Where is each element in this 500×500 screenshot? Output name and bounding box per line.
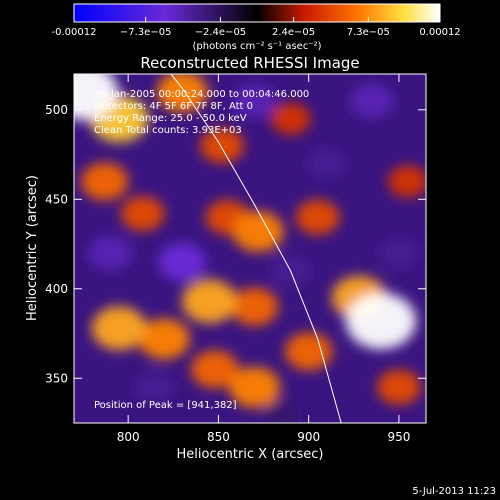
negative-blob	[378, 236, 419, 269]
emission-blob	[270, 102, 311, 135]
y-tick-label: 500	[45, 103, 68, 117]
colorbar-tick-labels: -0.00012 −7.3e−05 −2.4e−05 2.4e−05 7.3e−05 0.…	[52, 27, 461, 38]
emission-blob	[295, 199, 340, 235]
y-tick-label: 450	[45, 192, 68, 206]
chart-title: Reconstructed RHESSI Image	[140, 54, 359, 72]
colorbar-tick-label: 2.4e−05	[272, 27, 315, 38]
x-tick-label: 850	[207, 430, 230, 444]
colorbar-tick-label: 7.3e−05	[347, 27, 390, 38]
negative-blob	[263, 399, 300, 423]
emission-blob	[181, 279, 237, 324]
negative-blob	[135, 371, 176, 404]
x-axis-label: Heliocentric X (arcsec)	[177, 447, 324, 462]
emission-blob	[200, 128, 244, 164]
y-axis-label: Heliocentric Y (arcsec)	[25, 175, 40, 321]
solar-limb-curve	[170, 74, 342, 423]
annotation-clean-counts: Clean Total counts: 3.93E+03	[94, 125, 242, 136]
emission-blob	[387, 165, 426, 198]
x-tick-label: 950	[387, 430, 410, 444]
plot-frame	[73, 73, 427, 424]
x-axis-tick-labels: 800 850 900 950	[117, 430, 411, 444]
heatmap-sources	[74, 74, 426, 423]
negative-blob	[158, 242, 207, 281]
y-tick-label: 350	[45, 371, 68, 385]
emission-blob	[156, 74, 208, 113]
emission-blob	[377, 369, 421, 405]
emission-blob	[345, 292, 416, 349]
emission-blob	[91, 306, 147, 351]
emission-blob	[232, 210, 284, 252]
emission-blob	[74, 74, 119, 120]
annotation-detectors: Detectors: 4F 5F 6F 7F 8F, Att 0	[94, 101, 253, 112]
emission-blob	[120, 196, 165, 232]
annotation-time: 20-Jan-2005 00:00:24.000 to 00:04:46.000	[94, 89, 309, 100]
colorbar-units: (photons cm⁻² s⁻¹ asec⁻²)	[192, 41, 321, 52]
emission-blob	[191, 350, 239, 389]
colorbar-tick-label: -0.00012	[52, 27, 97, 38]
emission-blob	[138, 318, 190, 360]
peak-position-label: Position of Peak = [941,382]	[94, 400, 237, 411]
colorbar-tick-label: −7.3e−05	[120, 27, 172, 38]
emission-blob	[228, 366, 281, 408]
colorbar	[73, 3, 441, 23]
annotation-energy: Energy Range: 25.0 - 50.0 keV	[94, 113, 247, 124]
x-axis-ticks	[127, 74, 400, 423]
negative-blob	[88, 235, 132, 271]
emission-blob	[230, 287, 279, 326]
colorbar-tick-label: −2.4e−05	[195, 27, 247, 38]
y-axis-tick-labels: 350 400 450 500	[45, 103, 68, 385]
y-tick-label: 400	[45, 282, 68, 296]
x-tick-label: 900	[297, 430, 320, 444]
colorbar-tick-label: 0.00012	[419, 27, 460, 38]
footer-timestamp: 5-Jul-2013 11:23	[412, 486, 496, 497]
negative-blob	[232, 83, 277, 119]
negative-blob	[306, 147, 347, 180]
emission-blob	[284, 332, 333, 371]
colorbar-ticks	[73, 17, 441, 22]
emission-blob	[80, 162, 129, 201]
y-axis-ticks	[74, 109, 426, 379]
x-tick-label: 800	[117, 430, 140, 444]
negative-blob	[349, 83, 394, 119]
